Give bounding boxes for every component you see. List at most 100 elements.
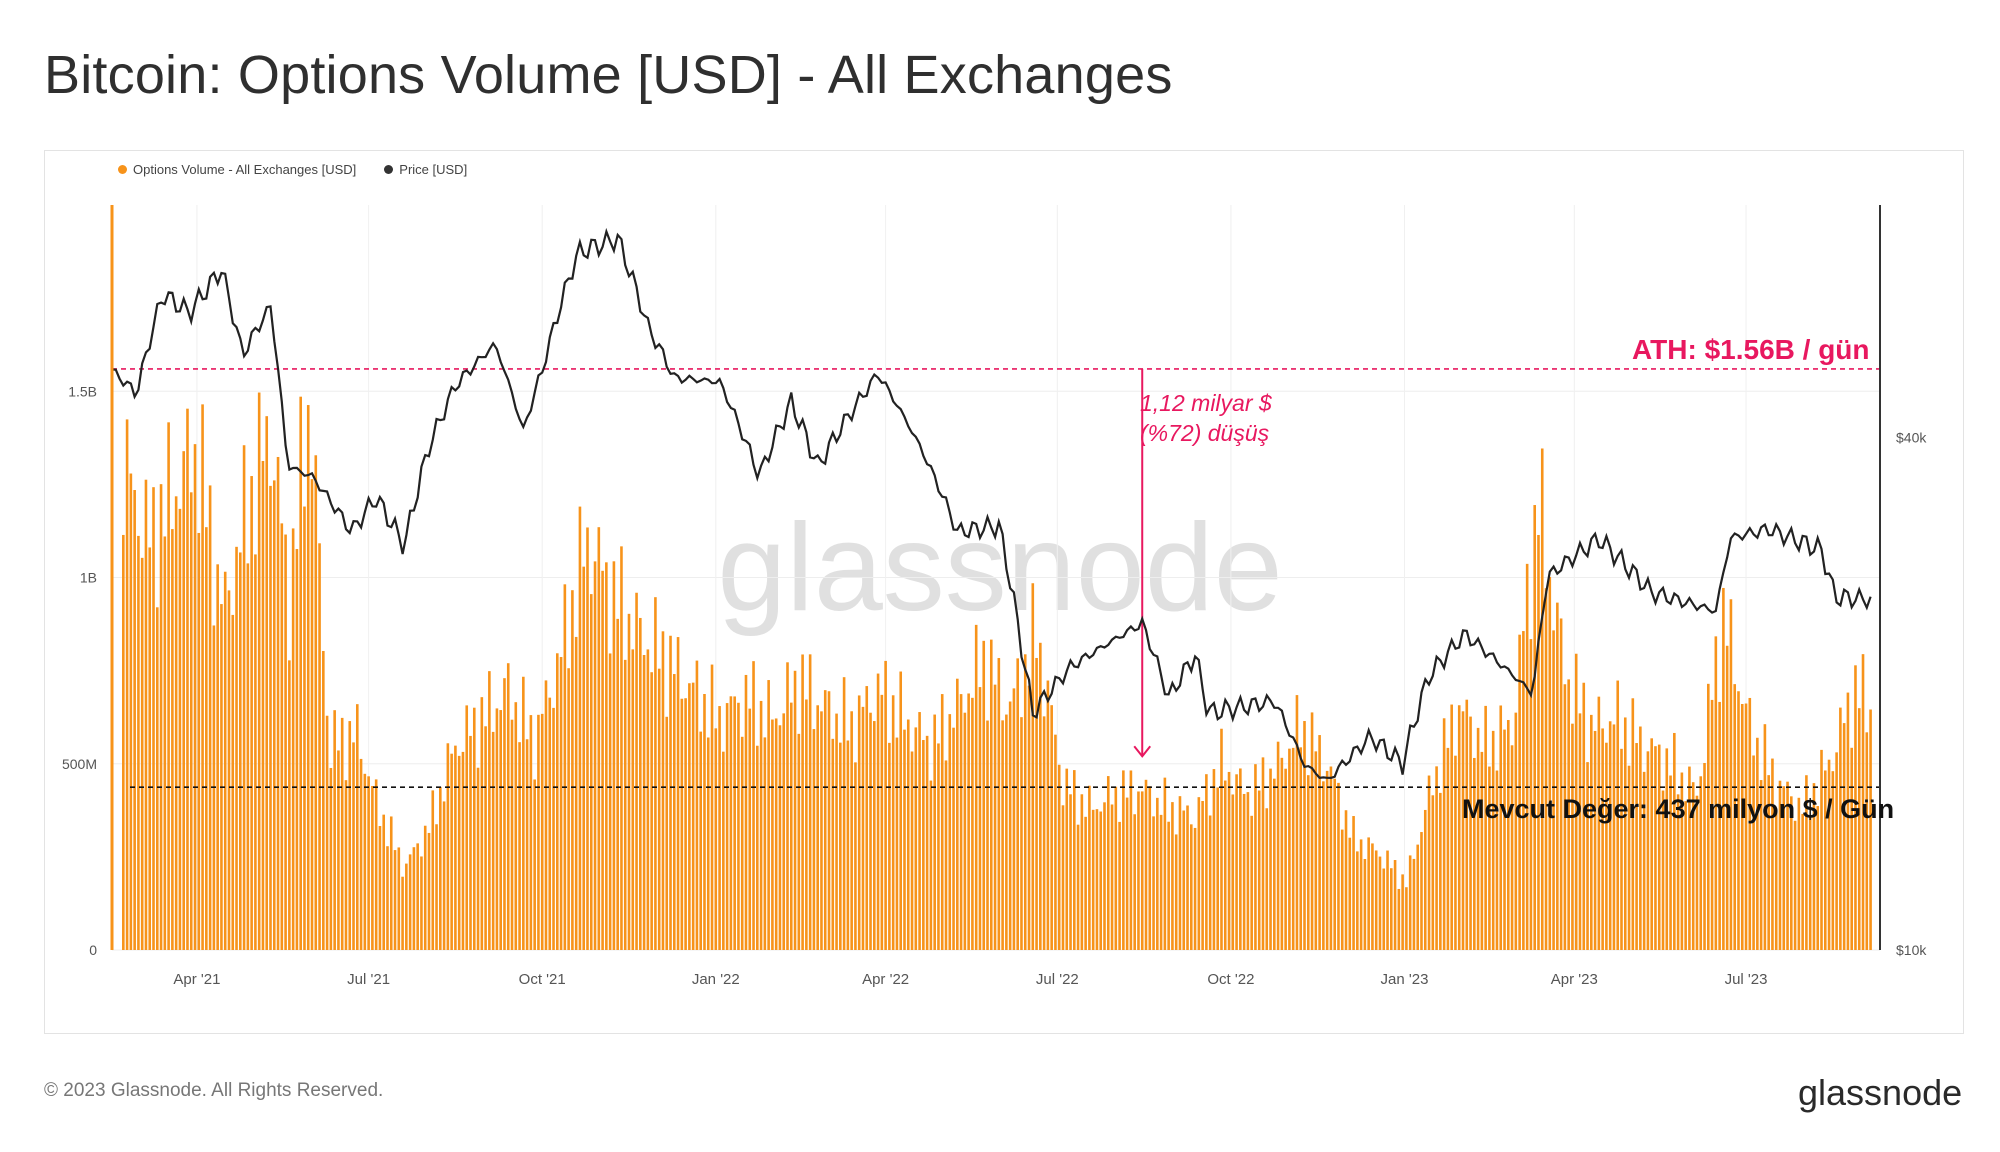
volume-bar <box>340 717 344 950</box>
volume-bar <box>431 790 435 950</box>
volume-bar <box>1601 728 1604 950</box>
volume-bar <box>1314 751 1318 950</box>
drop-annotation: 1,12 milyar $ (%72) düşüş <box>1140 388 1272 448</box>
legend-item-volume[interactable]: Options Volume - All Exchanges [USD] <box>118 162 356 177</box>
volume-bar <box>574 636 578 950</box>
volume-bar <box>235 546 238 950</box>
y-tick-label: 0 <box>89 942 97 958</box>
volume-bar <box>1484 705 1487 950</box>
volume-bar <box>1756 737 1759 950</box>
volume-bar <box>808 654 812 950</box>
volume-bar <box>1193 827 1197 950</box>
volume-bar <box>718 706 721 950</box>
volume-bar <box>484 726 487 950</box>
volume-bar <box>1544 588 1548 950</box>
volume-bar <box>733 696 736 950</box>
volume-bar <box>1299 747 1303 950</box>
volume-bar <box>737 702 740 950</box>
volume-bar <box>201 404 204 950</box>
volume-bar <box>1631 698 1635 950</box>
volume-bar <box>1318 735 1321 950</box>
volume-bar <box>933 714 936 950</box>
volume-bar <box>491 731 495 950</box>
volume-bar <box>1737 691 1740 950</box>
volume-bar <box>1303 721 1306 950</box>
volume-bar <box>510 719 514 950</box>
volume-bar <box>1159 814 1163 950</box>
volume-bar <box>1454 755 1457 950</box>
volume-bar <box>420 856 423 950</box>
volume-bar <box>133 490 136 950</box>
volume-bar <box>1084 816 1087 950</box>
volume-bar <box>1597 696 1601 950</box>
volume-bar <box>1691 782 1695 950</box>
volume-bar <box>1186 805 1189 950</box>
volume-bar <box>1416 844 1420 950</box>
volume-bar <box>1110 804 1114 950</box>
volume-bar <box>1378 856 1382 950</box>
volume-bar <box>982 640 986 950</box>
volume-bar <box>869 712 872 950</box>
volume-bar <box>1080 794 1084 950</box>
volume-bar <box>1073 770 1076 950</box>
volume-bar <box>337 750 340 950</box>
volume-bar <box>1442 718 1446 950</box>
volume-bar <box>1533 505 1537 950</box>
volume-bar <box>839 742 842 950</box>
volume-bar <box>1088 785 1091 950</box>
volume-bar <box>1408 855 1412 950</box>
volume-bar <box>857 695 861 950</box>
legend-item-price[interactable]: Price [USD] <box>384 162 467 177</box>
volume-bar <box>1861 654 1865 950</box>
volume-bar <box>1590 714 1593 950</box>
volume-bar <box>435 824 438 950</box>
volume-bar <box>1220 728 1223 950</box>
volume-bar <box>691 682 695 950</box>
y-tick-label: 1.5B <box>68 383 97 399</box>
volume-bar <box>1480 751 1484 950</box>
volume-bar <box>1748 697 1752 950</box>
volume-bar <box>582 566 586 950</box>
volume-bar <box>1042 716 1046 950</box>
volume-bar <box>1808 817 1812 950</box>
volume-bar <box>205 527 208 950</box>
volume-bar <box>684 698 687 950</box>
price-series-line <box>111 227 1872 780</box>
volume-bar <box>1439 792 1442 950</box>
volume-bar <box>495 708 499 950</box>
volume-bar <box>1744 703 1748 950</box>
volume-bar <box>1389 868 1393 950</box>
volume-bar <box>1774 810 1778 950</box>
volume-bar <box>722 751 725 950</box>
volume-bar <box>416 843 419 950</box>
volume-bar <box>967 693 970 950</box>
volume-bar <box>220 604 223 950</box>
volume-bar <box>620 546 623 950</box>
volume-bar <box>272 480 276 950</box>
volume-bar <box>1623 717 1627 950</box>
volume-bar <box>454 745 457 950</box>
volume-bar <box>1344 810 1348 950</box>
volume-bar <box>654 597 657 950</box>
volume-bar <box>978 687 982 950</box>
volume-bar <box>725 703 729 950</box>
volume-bar <box>759 700 763 950</box>
volume-bar <box>1412 858 1416 950</box>
volume-bar <box>884 660 887 950</box>
volume-bar <box>1850 747 1853 950</box>
volume-bar <box>1182 810 1186 950</box>
volume-bar <box>1046 680 1050 950</box>
volume-bar <box>767 680 770 950</box>
volume-bar <box>820 711 823 950</box>
volume-bar <box>1144 779 1148 950</box>
volume-bar <box>1008 701 1012 950</box>
volume-bar <box>1706 683 1710 950</box>
volume-bar <box>944 760 948 950</box>
volume-bar <box>1356 851 1359 950</box>
volume-bar <box>152 487 155 950</box>
volume-bar <box>850 711 853 950</box>
volume-bar <box>1797 797 1801 950</box>
volume-bar <box>1767 775 1770 950</box>
volume-bar <box>1001 720 1004 950</box>
volume-bar <box>239 552 242 950</box>
